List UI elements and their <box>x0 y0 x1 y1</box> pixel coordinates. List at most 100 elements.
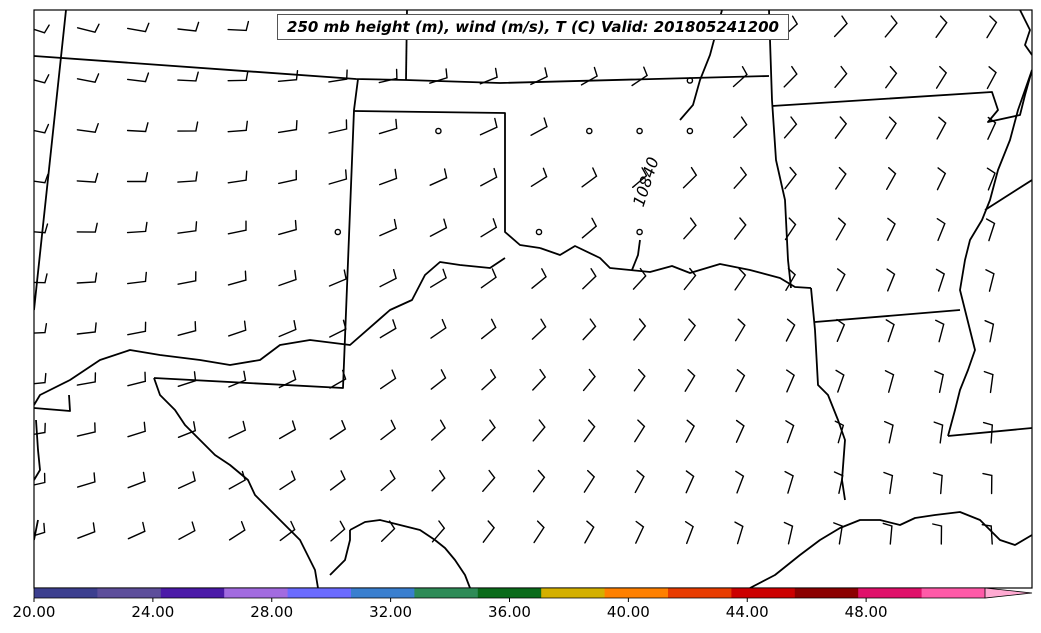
wind-barb <box>935 319 945 343</box>
wind-barb <box>34 323 48 334</box>
wind-barb <box>783 65 798 88</box>
colorbar-segment <box>541 588 606 598</box>
wind-barb <box>584 520 595 544</box>
wind-barb <box>531 268 547 289</box>
wind-barb <box>583 469 596 493</box>
wind-barb <box>227 20 250 32</box>
wind-barb <box>733 116 748 139</box>
wind-barb <box>886 167 897 190</box>
wind-barb <box>278 169 298 185</box>
wind-barb <box>379 218 398 237</box>
wind-barb <box>429 168 448 186</box>
wind-barb <box>380 419 397 441</box>
wind-barb <box>632 167 648 188</box>
wind-barb <box>76 73 100 83</box>
wind-barb <box>933 421 944 444</box>
wind-barb <box>430 318 447 339</box>
height-contour-10840 <box>631 10 723 271</box>
wind-barb <box>685 470 695 494</box>
wind-barb <box>935 268 946 292</box>
wind-barb <box>431 469 446 492</box>
wind-barb <box>228 320 247 337</box>
wind-barb <box>126 221 148 234</box>
map-frame <box>33 9 1033 589</box>
wind-barb <box>430 268 447 288</box>
wind-barb <box>734 267 747 291</box>
wind-barb <box>732 66 748 88</box>
colorbar-segment <box>477 588 542 598</box>
wind-barb <box>833 522 843 545</box>
colorbar-segment <box>921 588 986 598</box>
calm-wind-marker <box>435 127 442 135</box>
wind-barb <box>34 472 46 486</box>
wind-barb <box>228 470 246 490</box>
wind-barb <box>126 122 149 133</box>
wind-barb <box>380 369 397 390</box>
wind-barb <box>985 269 995 292</box>
wind-barb <box>177 71 199 82</box>
wind-barb <box>77 522 96 539</box>
colorbar-tick-label: 48.00 <box>844 603 888 621</box>
wind-barb <box>635 520 645 544</box>
wind-barb <box>378 118 398 135</box>
wind-barb <box>126 172 149 183</box>
wind-barb <box>836 318 846 342</box>
wind-barb <box>986 15 998 39</box>
wind-barb <box>482 520 495 543</box>
wind-barb <box>178 471 196 489</box>
wind-barb <box>480 218 498 238</box>
wind-barb <box>480 268 497 289</box>
wind-barb <box>76 422 96 437</box>
wind-barb <box>127 521 146 540</box>
wind-barb <box>985 218 996 242</box>
wind-barb <box>533 520 545 544</box>
wind-barb <box>884 370 895 393</box>
wind-barb <box>379 168 398 186</box>
wind-barb <box>784 217 797 241</box>
wind-barb <box>277 120 298 134</box>
wind-barb <box>328 169 348 185</box>
wind-barb <box>227 220 247 235</box>
wind-barb <box>177 21 200 32</box>
wind-barb <box>127 421 146 438</box>
wind-barb <box>34 173 49 184</box>
wind-barb <box>77 472 96 488</box>
wind-barb <box>582 268 597 290</box>
colorbar-segment <box>414 588 479 598</box>
wind-barb <box>34 273 48 284</box>
wind-barb <box>633 368 646 392</box>
calm-wind-marker <box>686 127 694 135</box>
wind-barb <box>227 70 249 82</box>
wind-barb <box>379 269 397 288</box>
wind-barb <box>580 66 598 86</box>
wind-barb <box>530 117 548 136</box>
wind-barb <box>34 123 50 134</box>
wind-barb <box>986 167 996 191</box>
wind-barb <box>735 419 745 443</box>
colorbar-segment <box>160 588 225 598</box>
wind-barb <box>884 15 898 38</box>
colorbar-tick-label: 44.00 <box>725 603 769 621</box>
wind-barb <box>127 371 147 387</box>
wind-barb <box>76 272 98 284</box>
wind-barb <box>883 471 894 495</box>
wind-barb <box>479 67 498 85</box>
wind-barb <box>532 469 546 493</box>
wind-barb <box>278 320 297 338</box>
wind-barb <box>227 270 247 286</box>
wind-barb <box>127 321 147 336</box>
wind-barb <box>76 123 99 133</box>
wind-barb <box>329 319 347 338</box>
colorbar-segment <box>731 588 796 598</box>
calm-wind-marker <box>636 127 643 135</box>
wind-barb <box>76 172 99 183</box>
wind-barb <box>177 171 198 183</box>
wind-barb <box>935 15 948 38</box>
wind-barb <box>936 116 947 140</box>
colorbar-segment <box>794 588 859 598</box>
wind-barb <box>886 217 896 241</box>
colorbar-segment <box>34 588 98 598</box>
map-title: 250 mb height (m), wind (m/s), T (C) Val… <box>277 14 789 40</box>
wind-barb <box>482 469 496 492</box>
